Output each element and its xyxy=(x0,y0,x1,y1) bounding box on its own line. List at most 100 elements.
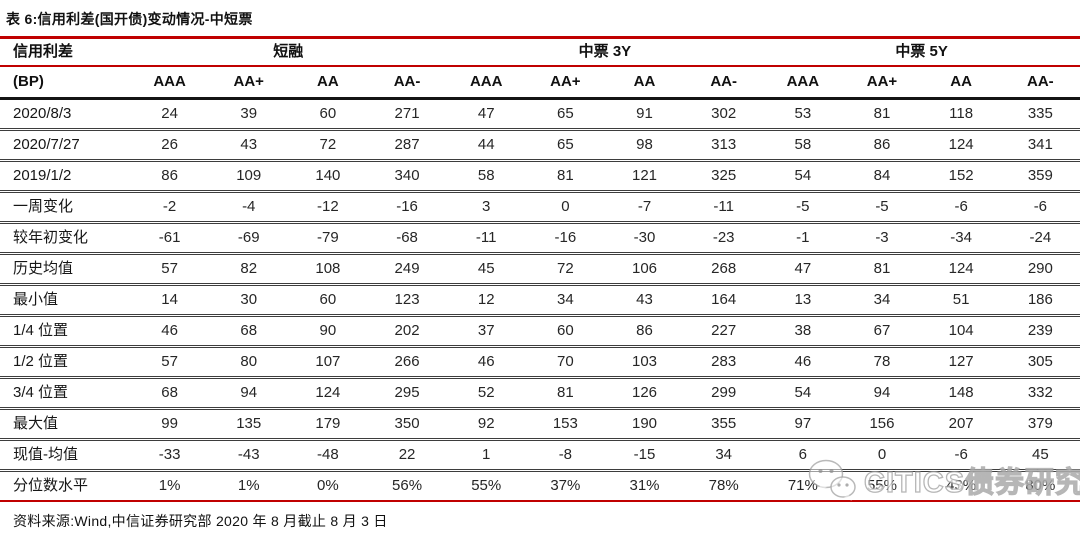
row-label: 2020/7/27 xyxy=(0,129,130,162)
cell: 3 xyxy=(446,191,526,224)
cell: 0% xyxy=(288,470,368,502)
cell: -48 xyxy=(288,439,368,472)
cell: 52 xyxy=(446,377,526,410)
cell: 37 xyxy=(446,315,526,348)
cell: -4 xyxy=(209,191,289,224)
row-label: 现值-均值 xyxy=(0,439,130,472)
cell: 46 xyxy=(130,315,210,348)
table-row: 2020/7/27 26 43 72 287 44 65 98 313 58 86 124 341 xyxy=(0,129,1080,162)
cell: 68 xyxy=(130,377,210,410)
cell: 164 xyxy=(684,284,764,317)
cell: 1% xyxy=(209,470,289,502)
cell: 266 xyxy=(367,346,447,379)
cell: 72 xyxy=(288,129,368,162)
cell: -23 xyxy=(684,222,764,255)
cell: 57 xyxy=(130,346,210,379)
cell: -30 xyxy=(604,222,685,255)
cell: -12 xyxy=(288,191,368,224)
cell: -3 xyxy=(842,222,922,255)
cell: 57 xyxy=(130,253,210,286)
cell: 72 xyxy=(525,253,605,286)
cell: 295 xyxy=(367,377,447,410)
cell: -8 xyxy=(525,439,605,472)
cell: 153 xyxy=(525,408,605,441)
cell: 45 xyxy=(1000,439,1080,472)
row-label: 历史均值 xyxy=(0,253,130,286)
col-header-1: AA+ xyxy=(209,66,289,100)
cell: 78 xyxy=(842,346,922,379)
cell: 135 xyxy=(209,408,289,441)
cell: 156 xyxy=(842,408,922,441)
cell: 81 xyxy=(525,160,605,193)
cell: 99 xyxy=(130,408,210,441)
cell: 86 xyxy=(130,160,210,193)
cell: 103 xyxy=(604,346,685,379)
table-row: 最小值 14 30 60 123 12 34 43 164 13 34 51 186 xyxy=(0,284,1080,317)
row-label: 一周变化 xyxy=(0,191,130,224)
cell: 55% xyxy=(842,470,922,502)
cell: 227 xyxy=(684,315,764,348)
row-label: 分位数水平 xyxy=(0,470,130,502)
cell: 290 xyxy=(1000,253,1080,286)
cell: 78% xyxy=(684,470,764,502)
cell: 81 xyxy=(842,253,922,286)
cell: 0 xyxy=(525,191,605,224)
cell: 82 xyxy=(209,253,289,286)
cell: 104 xyxy=(921,315,1001,348)
cell: 91 xyxy=(604,98,685,131)
cell: 271 xyxy=(367,98,447,131)
cell: -16 xyxy=(367,191,447,224)
cell: 186 xyxy=(1000,284,1080,317)
cell: -6 xyxy=(921,191,1001,224)
group-header-row: 信用利差 短融 中票 3Y 中票 5Y xyxy=(0,37,1080,67)
cell: 94 xyxy=(209,377,289,410)
table-title: 表 6:信用利差(国开债)变动情况-中短票 xyxy=(6,11,253,27)
cell: 56% xyxy=(367,470,447,502)
cell: 65 xyxy=(525,98,605,131)
cell: 37% xyxy=(525,470,605,502)
cell: -24 xyxy=(1000,222,1080,255)
cell: 54 xyxy=(763,377,843,410)
col-header-8: AAA xyxy=(763,66,843,100)
col-header-6: AA xyxy=(604,66,685,100)
cell: 34 xyxy=(842,284,922,317)
col-header-0: AAA xyxy=(130,66,210,100)
cell: 335 xyxy=(1000,98,1080,131)
cell: -15 xyxy=(604,439,685,472)
cell: 341 xyxy=(1000,129,1080,162)
cell: 46 xyxy=(763,346,843,379)
cell: 31% xyxy=(604,470,685,502)
table-row: 分位数水平 1% 1% 0% 56% 55% 37% 31% 78% 71% 55% 43% 80% xyxy=(0,470,1080,502)
cell: 81 xyxy=(842,98,922,131)
cell: 92 xyxy=(446,408,526,441)
table-row: 较年初变化 -61 -69 -79 -68 -11 -16 -30 -23 -1 -3 -34 -24 xyxy=(0,222,1080,255)
cell: -68 xyxy=(367,222,447,255)
cell: 43 xyxy=(209,129,289,162)
cell: 65 xyxy=(525,129,605,162)
cell: 53 xyxy=(763,98,843,131)
cell: 126 xyxy=(604,377,685,410)
cell: 13 xyxy=(763,284,843,317)
cell: 124 xyxy=(921,129,1001,162)
cell: 359 xyxy=(1000,160,1080,193)
cell: -69 xyxy=(209,222,289,255)
cell: 47 xyxy=(446,98,526,131)
cell: -16 xyxy=(525,222,605,255)
cell: 207 xyxy=(921,408,1001,441)
cell: 24 xyxy=(130,98,210,131)
col-header-4: AAA xyxy=(446,66,526,100)
col-header-5: AA+ xyxy=(525,66,605,100)
cell: -79 xyxy=(288,222,368,255)
cell: 379 xyxy=(1000,408,1080,441)
col-header-10: AA xyxy=(921,66,1001,100)
cell: 124 xyxy=(921,253,1001,286)
cell: 58 xyxy=(763,129,843,162)
cell: 202 xyxy=(367,315,447,348)
row-label: 最小值 xyxy=(0,284,130,317)
cell: 68 xyxy=(209,315,289,348)
cell: -7 xyxy=(604,191,685,224)
cell: 80% xyxy=(1000,470,1080,502)
cell: 34 xyxy=(684,439,764,472)
cell: 287 xyxy=(367,129,447,162)
